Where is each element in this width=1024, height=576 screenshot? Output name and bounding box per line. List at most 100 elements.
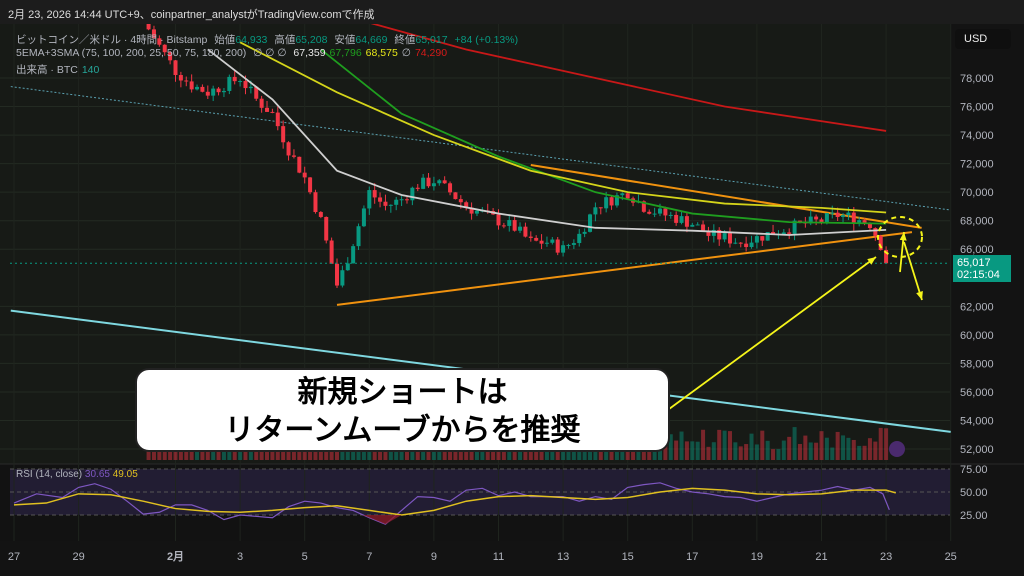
candle [195,84,200,91]
candle-body [184,80,189,82]
candle-body [518,226,523,231]
candle [582,228,587,238]
candle-body [555,239,560,253]
candle-body [286,142,291,156]
candle [652,207,657,218]
volume-bar [722,430,727,460]
candle [884,246,889,264]
volume-bar [771,449,776,460]
x-tick-label: 7 [366,551,372,563]
x-tick-label: 27 [8,551,20,563]
volume-bar [873,441,878,460]
candle-body [792,220,797,234]
low-value: 64,669 [355,34,388,46]
volume-value: 140 [81,64,100,76]
candle [453,192,458,200]
y-tick-label: 68,000 [960,216,994,228]
candle-body [528,236,533,238]
candle [668,211,673,219]
candle [518,222,523,234]
rsi-tick-label: 50.00 [960,487,988,499]
annotation-callout: 新規ショートは リターンムーブからを推奨 [135,368,670,452]
candle-body [302,172,307,178]
candle-body [717,229,722,240]
candle-body [259,98,264,108]
candle [265,100,270,112]
y-tick-label: 74,000 [960,130,994,142]
candle-body [399,199,404,201]
trendline [336,231,913,306]
ma-empty-values: ∅ ∅ ∅ [253,47,287,59]
candle-body [168,52,173,61]
candle [754,233,759,249]
candle-body [335,263,339,286]
volume-bar [717,429,722,460]
candle [647,209,652,215]
volume-bar [830,447,835,460]
candle [464,200,469,211]
volume-bar [695,441,700,460]
volume-bar [835,431,840,460]
candle [598,207,603,215]
candle-body [814,216,819,220]
candle-body [367,190,372,209]
candle [448,181,453,196]
candle-body [706,231,711,236]
ma-value: 74,290 [414,47,448,59]
volume-bar [582,450,587,460]
candle [679,211,684,225]
low-label: 安値 [334,34,356,46]
x-tick-label: 11 [493,551,504,563]
candle-body [318,212,323,217]
candle-body [652,213,657,215]
y-tick-label: 60,000 [960,330,994,342]
volume-bar [690,441,695,460]
volume-bar [706,446,711,460]
candle-body [291,155,296,157]
candle-body [609,197,614,206]
candle-body [550,239,555,243]
candle-body [787,232,792,234]
candle [787,228,792,239]
candle-body [571,243,576,245]
currency-button[interactable]: USD [955,29,1011,49]
candle [550,237,555,245]
rsi-legend: RSI (14, close) 30.65 49.05 [16,469,138,480]
candle [297,156,302,174]
candle [351,243,356,264]
candle [281,120,286,149]
candle-body [598,207,603,209]
candle [308,177,313,195]
y-tick-label: 58,000 [960,358,994,370]
candle-body [695,224,700,226]
candle [674,211,679,226]
volume-bar [464,446,469,460]
volume-bar [744,444,749,460]
volume-bar [824,437,829,460]
candle [205,85,210,99]
ma-value: 67,796 [329,47,362,59]
candle [151,25,156,39]
candle-body [151,29,156,39]
ma-value: 67,359 [293,47,326,59]
candle-body [195,86,200,90]
candle-body [523,226,528,237]
volume-bar [216,447,221,460]
volume-bar [679,431,684,460]
candle [259,95,264,113]
candle-body [760,236,765,241]
candle-body [410,187,415,201]
volume-bar [318,447,323,460]
volume-bar [851,439,856,460]
candle-body [469,207,474,214]
candle [329,237,334,264]
candle-body [781,232,786,235]
rsi-tick-label: 75.00 [960,464,988,476]
rsi-ma-line [13,487,896,516]
volume-bar [878,427,883,460]
candle [168,51,173,65]
candle [335,258,339,288]
header-title: 2月 23, 2026 14:44 UTC+9、coinpartner_anal… [8,9,375,21]
volume-bar [469,446,474,460]
price-chart[interactable]: 78,000 76,000 74,000 72,000 70,000 68,000 66,0… [0,24,1024,576]
